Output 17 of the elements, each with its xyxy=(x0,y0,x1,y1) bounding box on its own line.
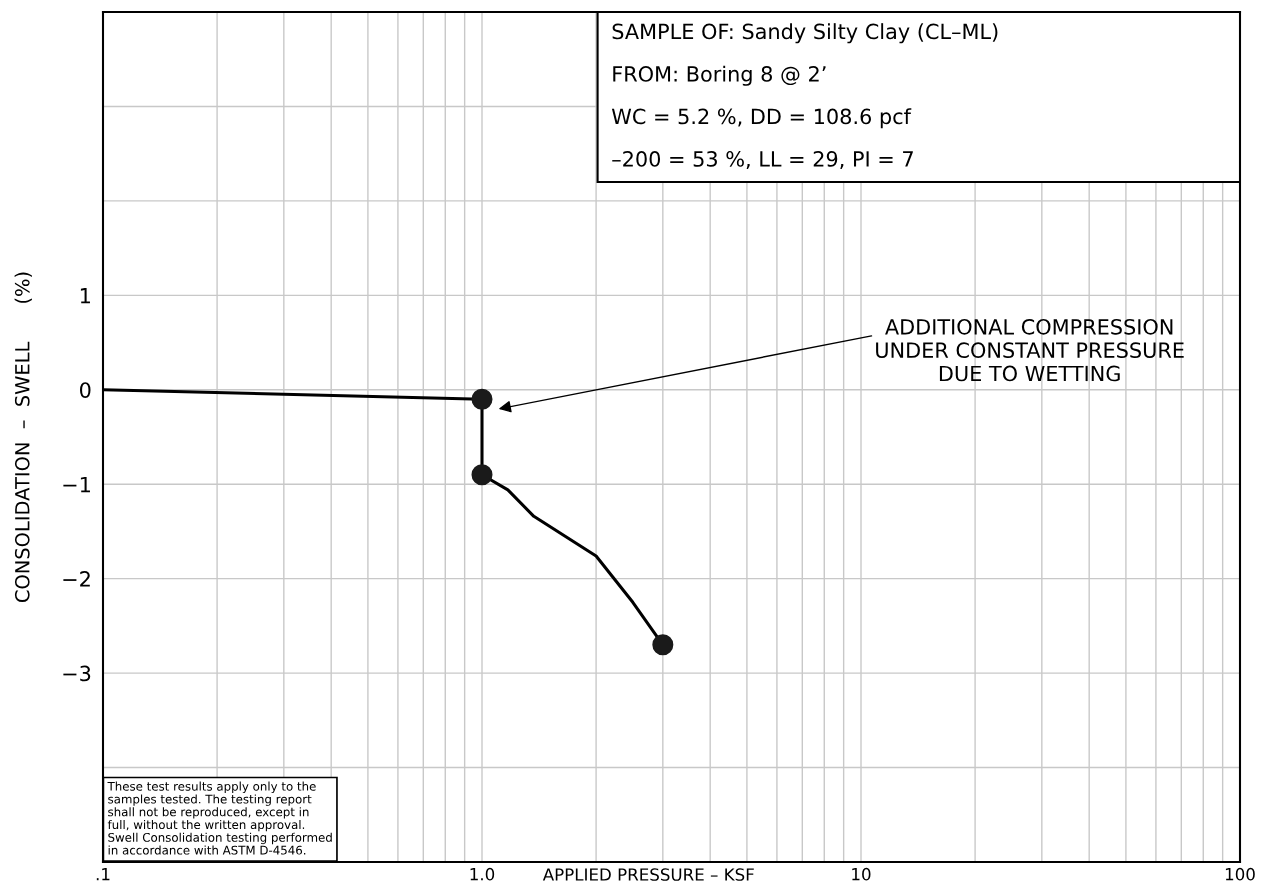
annotation: These test results apply only to the samples tested. The testing report shall not be reproduced, except in full, without the written approval. Swell Consolidation testing performed in accordance with ASTM D-4546. xyxy=(107,781,332,855)
x-tick-label: 1.0 xyxy=(470,867,495,881)
x-tick-label: .1 xyxy=(96,868,110,881)
annotation: ADDITIONAL COMPRESSION UNDER CONSTANT PRESSURE DUE TO WETTING xyxy=(876,318,1184,382)
annotation: FROM: Boring 8 @ 2’ xyxy=(613,65,826,86)
annotation: –200 = 53 %, LL = 29, PI = 7 xyxy=(612,151,913,169)
x-tick-label: 100 xyxy=(1225,867,1255,881)
annotation: WC = 5.2 %, DD = 108.6 pcf xyxy=(611,108,912,129)
y-tick-label: −1 xyxy=(63,476,90,493)
annotation: SAMPLE OF: Sandy Silty Clay (CL–ML) xyxy=(612,23,998,44)
x-tick-label: 10 xyxy=(852,867,871,881)
x-axis-title: APPLIED PRESSURE – KSF xyxy=(542,868,754,881)
y-axis-title: CONSOLIDATION – SWELL (%) xyxy=(14,272,32,603)
y-tick-label: −3 xyxy=(63,665,91,682)
y-tick-label: 1 xyxy=(80,288,90,304)
y-tick-label: 0 xyxy=(80,382,91,398)
y-tick-label: −2 xyxy=(63,571,90,587)
